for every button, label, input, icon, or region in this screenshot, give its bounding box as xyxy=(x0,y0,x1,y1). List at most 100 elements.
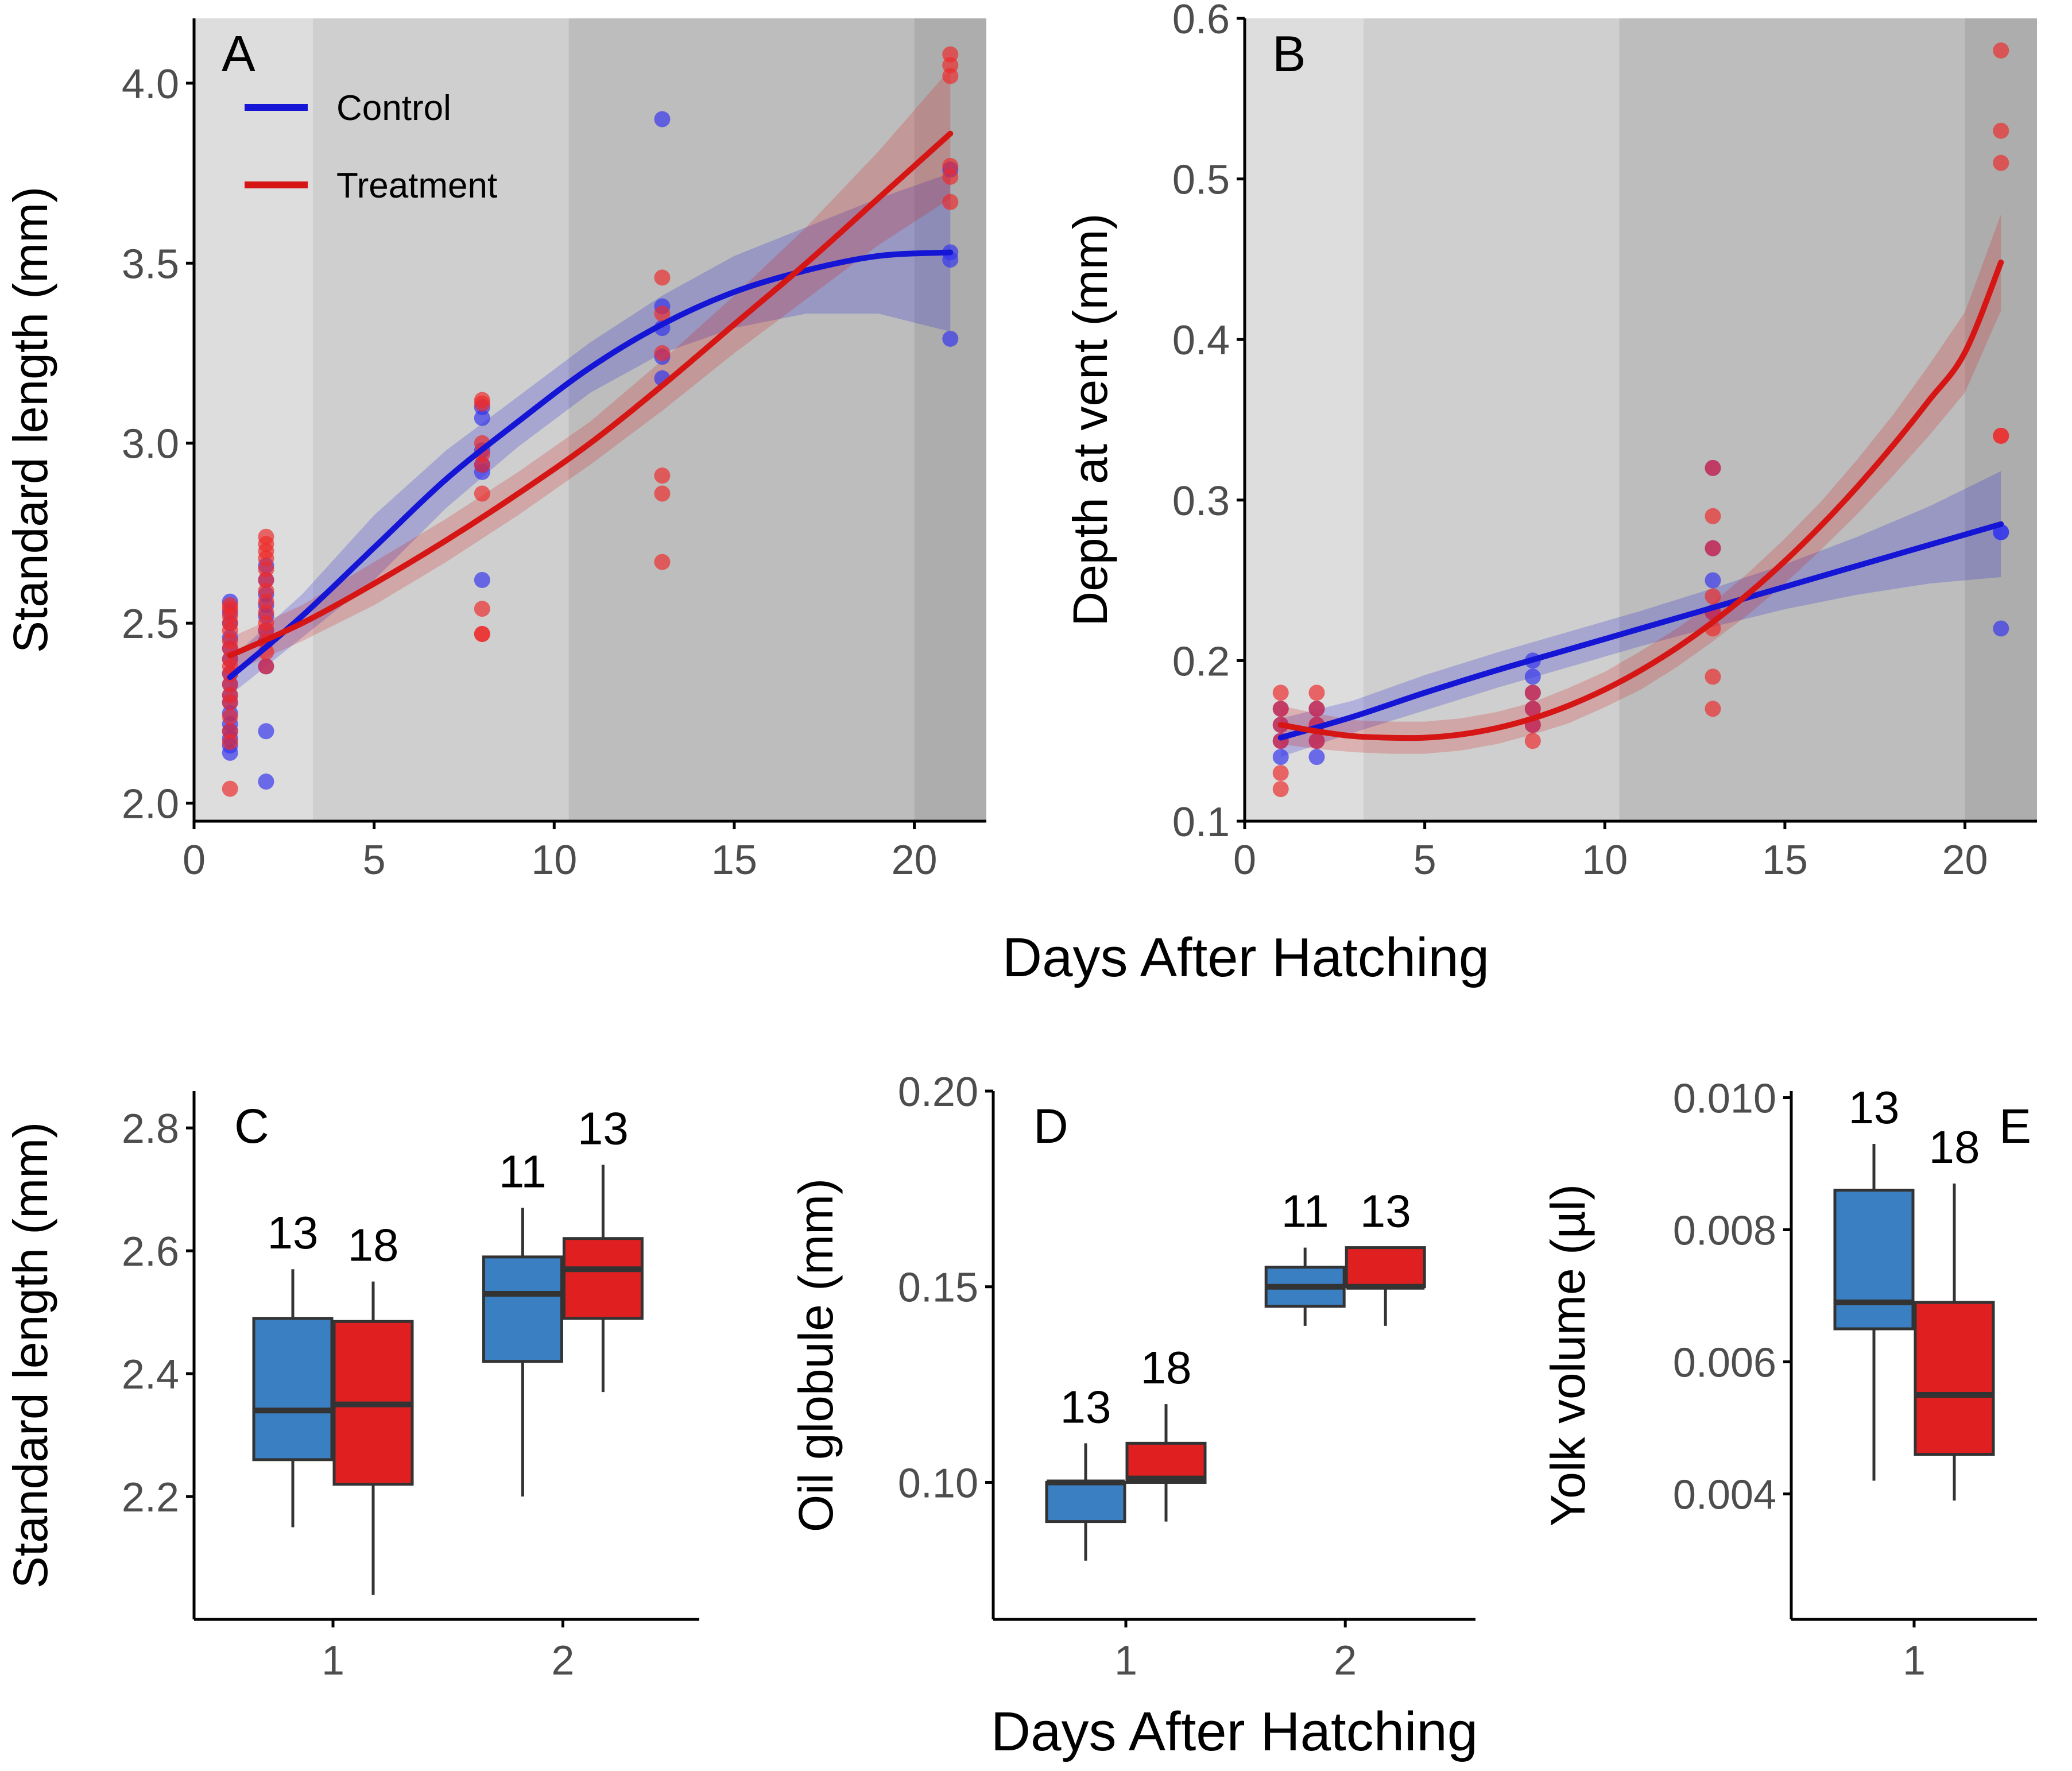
treatment-data-point xyxy=(258,658,274,675)
control-data-point xyxy=(1993,620,2009,637)
x-tick-label: 0 xyxy=(183,837,206,883)
treatment-data-point xyxy=(1308,733,1325,749)
background-band xyxy=(313,18,569,821)
background-band xyxy=(194,18,313,821)
treatment-fit-line xyxy=(1277,259,2004,741)
panel-letter: A xyxy=(222,25,255,82)
y-tick-label: 0.1 xyxy=(1172,799,1230,845)
control-count-label: 11 xyxy=(1281,1186,1329,1237)
control-data-point xyxy=(474,571,490,588)
treatment-data-point xyxy=(474,485,490,502)
control-count-label: 13 xyxy=(1849,1082,1900,1133)
x-tick-label: 1 xyxy=(1903,1638,1926,1684)
control-fit-line xyxy=(227,249,954,680)
x-tick-label: 5 xyxy=(1413,837,1436,883)
control-count-label: 13 xyxy=(1060,1381,1111,1432)
y-tick-label: 2.4 xyxy=(122,1352,179,1398)
treatment-data-point xyxy=(1308,685,1325,701)
control-data-point xyxy=(654,111,671,127)
x-tick-label: 10 xyxy=(1582,837,1628,883)
treatment-box xyxy=(1345,1246,1426,1289)
treatment-data-point xyxy=(222,780,238,797)
treatment-data-point xyxy=(222,597,238,613)
treatment-fit-line xyxy=(227,130,954,659)
treatment-data-point xyxy=(1993,122,2009,139)
x-tick-label: 1 xyxy=(322,1638,344,1684)
control-count-label: 13 xyxy=(268,1207,319,1258)
control-legend-label: Control xyxy=(336,88,451,128)
treatment-data-point xyxy=(654,269,671,286)
treatment-data-point xyxy=(1705,508,1721,524)
y-tick-label: 0.15 xyxy=(898,1265,978,1311)
panel-letter: E xyxy=(1999,1099,2031,1153)
panel-c-boxplot: 13 11 18 13 2.2 2.4 2.6 2.8 1 2 Standard length (m… xyxy=(3,1091,699,1684)
panel-letter: C xyxy=(234,1099,269,1153)
y-tick-label: 0.008 xyxy=(1673,1208,1776,1254)
y-axis-title: Standard length (mm) xyxy=(3,1122,57,1588)
treatment-data-point xyxy=(1524,701,1541,717)
treatment-count-label: 18 xyxy=(1141,1342,1192,1393)
x-tick-label: 2 xyxy=(551,1638,574,1684)
treatment-data-point xyxy=(1705,701,1721,717)
treatment-count-label: 18 xyxy=(1929,1122,1980,1173)
y-tick-label: 0.2 xyxy=(1172,639,1230,685)
y-tick-label: 0.10 xyxy=(898,1460,978,1506)
panel-letter: B xyxy=(1272,25,1306,82)
shared-x-axis-title-bottom: Days After Hatching xyxy=(991,1701,1478,1762)
treatment-legend-label: Treatment xyxy=(336,166,497,206)
treatment-data-point xyxy=(942,158,959,175)
background-band xyxy=(568,18,915,821)
x-tick-label: 15 xyxy=(711,837,757,883)
y-tick-label: 0.010 xyxy=(1673,1076,1776,1122)
y-tick-label: 2.5 xyxy=(122,601,179,647)
control-data-point xyxy=(258,774,274,790)
y-tick-label: 2.2 xyxy=(122,1475,179,1521)
treatment-count-label: 18 xyxy=(348,1220,399,1271)
treatment-box xyxy=(1914,1301,1995,1456)
y-tick-label: 0.3 xyxy=(1172,478,1230,524)
control-data-point xyxy=(942,330,959,347)
treatment-data-point xyxy=(474,626,490,643)
x-tick-label: 0 xyxy=(1233,837,1256,883)
treatment-data-point xyxy=(1705,668,1721,685)
treatment-count-label: 13 xyxy=(578,1103,629,1154)
control-confidence-band xyxy=(1280,471,2001,757)
y-tick-label: 2.6 xyxy=(122,1229,179,1275)
y-axis-title: Yolk volume (µl) xyxy=(1541,1184,1595,1526)
x-tick-label: 10 xyxy=(531,837,577,883)
y-tick-label: 0.4 xyxy=(1172,318,1230,364)
shared-x-axis-title-top: Days After Hatching xyxy=(1002,927,1489,988)
treatment-data-point xyxy=(942,194,959,210)
treatment-data-point xyxy=(1993,427,2009,444)
treatment-data-point xyxy=(222,723,238,740)
control-data-point xyxy=(1705,572,1721,589)
y-tick-label: 2.0 xyxy=(122,782,179,828)
treatment-data-point xyxy=(942,46,959,63)
treatment-data-point xyxy=(654,485,671,502)
control-box xyxy=(482,1255,563,1363)
treatment-data-point xyxy=(1705,540,1721,556)
treatment-data-point xyxy=(1272,701,1289,717)
treatment-count-label: 13 xyxy=(1360,1186,1411,1237)
treatment-data-point xyxy=(1272,765,1289,782)
panel-letter: D xyxy=(1033,1099,1068,1153)
y-tick-label: 0.006 xyxy=(1673,1340,1776,1386)
control-box xyxy=(1045,1480,1126,1523)
x-tick-label: 1 xyxy=(1114,1638,1137,1684)
background-band xyxy=(1619,18,1965,821)
treatment-data-point xyxy=(1272,781,1289,798)
y-tick-label: 2.8 xyxy=(122,1106,179,1152)
y-tick-label: 3.0 xyxy=(122,422,179,467)
treatment-data-point xyxy=(1524,685,1541,701)
treatment-data-point xyxy=(258,528,274,545)
x-tick-label: 20 xyxy=(1942,837,1988,883)
control-confidence-band xyxy=(230,173,951,695)
y-axis-title: Depth at vent (mm) xyxy=(1063,214,1117,627)
treatment-data-point xyxy=(1272,685,1289,701)
y-tick-label: 0.004 xyxy=(1673,1472,1776,1518)
y-tick-label: 3.5 xyxy=(122,241,179,287)
treatment-data-point xyxy=(654,306,671,322)
background-band xyxy=(1965,18,2037,821)
y-tick-label: 0.6 xyxy=(1172,0,1230,42)
